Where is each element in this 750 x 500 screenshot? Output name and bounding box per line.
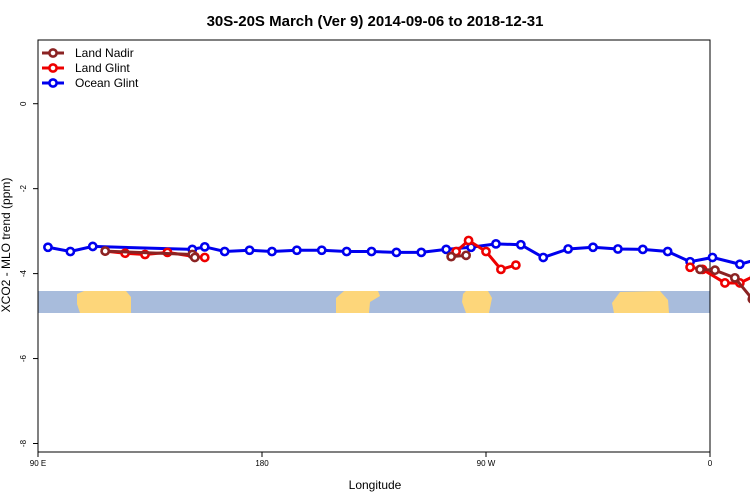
point-2-26: [734, 259, 745, 270]
x-tick-label-3: 0: [708, 459, 713, 468]
plot-frame: [37, 39, 711, 453]
point-2-6: [244, 245, 255, 256]
x-tick-label-0: 90 E: [30, 459, 46, 468]
land-patch-3: [612, 291, 669, 313]
point-1-11: [685, 262, 695, 273]
x-tick-label-1: 180: [255, 459, 269, 468]
point-0-4: [461, 250, 471, 261]
y-tick-label-4: -8: [19, 439, 28, 447]
point-2-23: [662, 246, 673, 257]
ocean-band: [38, 291, 710, 313]
point-2-4: [199, 241, 210, 252]
point-2-1: [65, 246, 76, 257]
point-2-16: [491, 238, 501, 249]
chart-title: 30S-20S March (Ver 9) 2014-09-06 to 2018…: [207, 13, 544, 30]
point-1-13: [720, 278, 730, 288]
legend-marker-1: [48, 63, 58, 73]
land-patch-0: [77, 291, 131, 313]
point-2-19: [563, 244, 574, 254]
y-tick-label-2: -4: [19, 270, 28, 278]
point-2-11: [366, 246, 377, 257]
point-0-3: [446, 251, 457, 262]
point-1-8: [481, 246, 491, 257]
y-axis: 0 -2 -4 -6 -8: [19, 101, 38, 447]
series-line-0-0: [105, 249, 196, 259]
point-0-0: [100, 246, 111, 256]
point-2-20: [588, 242, 598, 253]
series-land-nadir: [100, 246, 750, 304]
point-1-7: [463, 235, 474, 246]
legend-label-1: Land Glint: [75, 61, 130, 75]
x-tick-label-2: 90 W: [477, 459, 496, 468]
point-2-18: [538, 252, 549, 263]
y-axis-label: XCO2 - MLO trend (ppm): [0, 178, 13, 313]
legend-marker-2: [48, 78, 58, 88]
series-ocean-glint: [43, 238, 750, 270]
series-line-2-0: [47, 242, 750, 266]
y-tick-label-0: 0: [19, 101, 28, 106]
legend-label-2: Ocean Glint: [75, 76, 139, 90]
point-2-25: [707, 252, 718, 263]
point-2-9: [316, 245, 327, 256]
point-2-12: [391, 247, 402, 258]
background-map-band: [38, 291, 710, 313]
x-axis: 90 E 180 90 W 0: [30, 452, 713, 468]
point-2-2: [87, 241, 98, 252]
point-2-14: [441, 244, 452, 255]
point-2-22: [637, 244, 648, 255]
point-2-8: [291, 245, 302, 256]
point-0-7: [729, 272, 740, 283]
series-land-glint: [100, 235, 750, 288]
point-2-13: [416, 247, 427, 258]
point-2-7: [267, 246, 277, 257]
point-2-21: [613, 244, 623, 254]
x-axis-label: Longitude: [349, 478, 402, 492]
y-tick-label-1: -2: [19, 185, 28, 193]
point-1-9: [496, 264, 506, 275]
series-line-0-2: [699, 267, 750, 299]
point-1-5: [199, 252, 210, 263]
point-2-10: [341, 246, 352, 257]
legend-label-0: Land Nadir: [75, 46, 134, 60]
y-tick-label-3: -6: [19, 354, 28, 362]
point-2-5: [219, 246, 230, 257]
series-layer: [43, 235, 750, 304]
point-0-5: [695, 264, 705, 275]
point-0-6: [710, 265, 720, 276]
point-1-10: [510, 260, 521, 271]
point-0-2: [189, 252, 200, 263]
land-patch-2: [462, 291, 492, 313]
point-2-17: [515, 239, 526, 250]
legend-marker-0: [48, 48, 58, 58]
land-patch-1: [336, 291, 380, 313]
point-2-0: [43, 242, 53, 253]
